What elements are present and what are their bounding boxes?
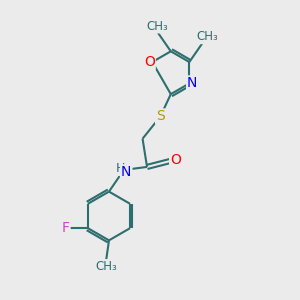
Text: CH₃: CH₃ (196, 30, 218, 43)
Text: N: N (121, 165, 131, 179)
Text: O: O (170, 152, 181, 167)
Text: F: F (61, 221, 70, 235)
Text: S: S (156, 110, 165, 123)
Text: H: H (116, 162, 125, 175)
Text: CH₃: CH₃ (147, 20, 168, 33)
Text: O: O (144, 55, 155, 69)
Text: CH₃: CH₃ (95, 260, 117, 273)
Text: N: N (187, 76, 197, 90)
